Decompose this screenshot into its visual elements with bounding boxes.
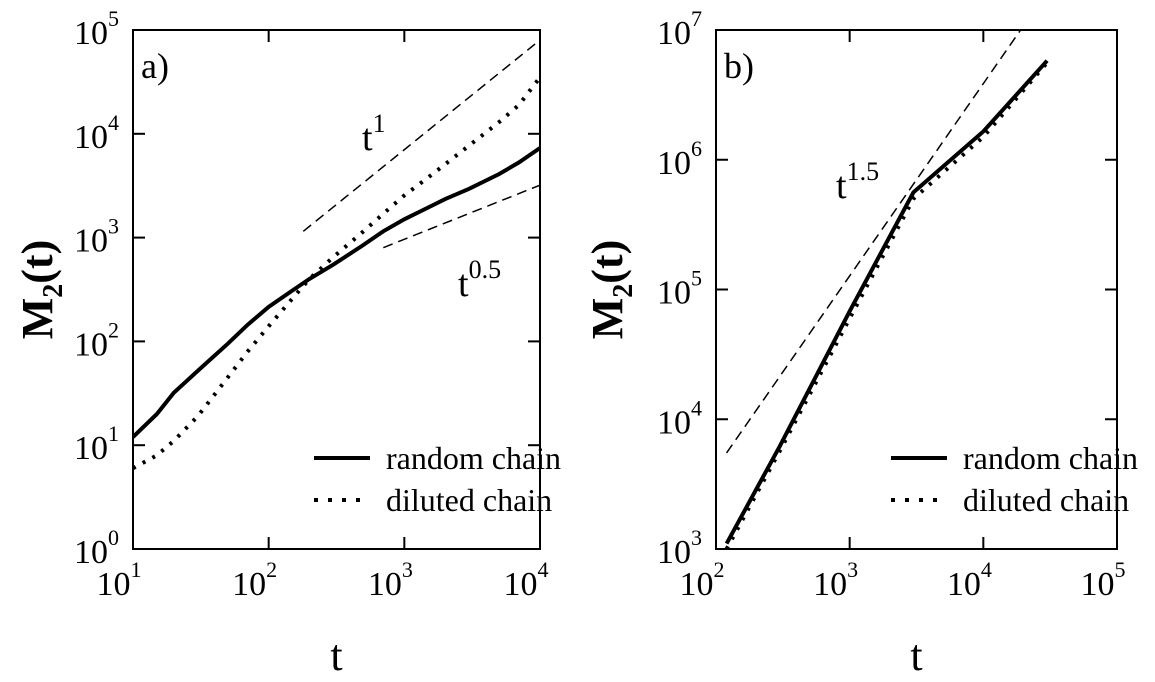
y-tick-label-exponent: 4 bbox=[691, 395, 702, 420]
panel-label: a) bbox=[141, 46, 169, 86]
x-tick-label-base: 10 bbox=[1081, 566, 1115, 603]
y-tick-label: 105 bbox=[657, 266, 702, 312]
x-axis-title: t bbox=[910, 631, 922, 680]
x-tick-label: 105 bbox=[1081, 557, 1126, 603]
guide-line-0.5 bbox=[383, 184, 540, 249]
y-tick-label-exponent: 0 bbox=[108, 525, 119, 550]
y-tick-label-exponent: 5 bbox=[691, 266, 702, 291]
x-tick-label-exponent: 1 bbox=[131, 557, 142, 582]
y-tick-label-exponent: 3 bbox=[691, 525, 702, 550]
y-tick-label-base: 10 bbox=[657, 275, 691, 312]
x-tick-label-exponent: 4 bbox=[981, 557, 992, 582]
y-tick-label: 102 bbox=[74, 317, 119, 363]
guide-annotation-exponent: 0.5 bbox=[469, 255, 502, 284]
y-tick-label-base: 10 bbox=[657, 534, 691, 571]
y-axis-title: M2(t) bbox=[13, 240, 69, 340]
y-tick-label: 101 bbox=[74, 421, 119, 467]
y-tick-label-exponent: 5 bbox=[108, 6, 119, 31]
y-tick-label-base: 10 bbox=[74, 223, 108, 260]
y-tick-label: 103 bbox=[657, 525, 702, 571]
guide-line-1.5 bbox=[725, 30, 1022, 454]
guide-annotation-base: t bbox=[836, 165, 847, 207]
x-tick-label: 101 bbox=[97, 557, 142, 603]
y-tick-label-exponent: 2 bbox=[108, 317, 119, 342]
y-tick-label: 105 bbox=[74, 6, 119, 52]
x-tick-label-exponent: 3 bbox=[402, 557, 413, 582]
series-line-random-chain bbox=[133, 146, 540, 439]
legend-label-random-chain: random chain bbox=[386, 440, 561, 476]
series-line-random-chain bbox=[724, 59, 1049, 545]
y-tick-label: 106 bbox=[657, 136, 702, 182]
plot-frame bbox=[132, 29, 541, 550]
x-tick-label-exponent: 2 bbox=[266, 557, 277, 582]
y-tick-label-base: 10 bbox=[657, 145, 691, 182]
y-tick-label: 104 bbox=[74, 110, 119, 156]
guide-annotation: t1 bbox=[362, 109, 386, 159]
x-tick-label: 103 bbox=[368, 557, 413, 603]
y-axis-title: M2(t) bbox=[583, 240, 639, 340]
y-axis-title-suffix: (t) bbox=[583, 240, 632, 284]
y-tick-label-base: 10 bbox=[74, 119, 108, 156]
guide-annotation: t1.5 bbox=[836, 157, 879, 207]
y-tick-label-exponent: 7 bbox=[691, 6, 702, 31]
legend-label-diluted-chain: diluted chain bbox=[386, 482, 552, 518]
x-tick-label-base: 10 bbox=[947, 566, 981, 603]
y-tick-label-base: 10 bbox=[74, 15, 108, 52]
y-tick-label: 103 bbox=[74, 214, 119, 260]
y-tick-label-base: 10 bbox=[74, 430, 108, 467]
panel-label: b) bbox=[724, 46, 754, 86]
y-axis-title-sub: 2 bbox=[608, 284, 639, 298]
y-tick-label-exponent: 3 bbox=[108, 214, 119, 239]
x-tick-label-exponent: 5 bbox=[1115, 557, 1126, 582]
x-tick-label-base: 10 bbox=[97, 566, 131, 603]
y-axis-title-main: M bbox=[583, 298, 632, 340]
y-axis-title-suffix: (t) bbox=[13, 240, 62, 284]
y-tick-label-base: 10 bbox=[74, 534, 108, 571]
x-tick-label-base: 10 bbox=[368, 566, 402, 603]
legend-label-diluted-chain: diluted chain bbox=[963, 482, 1129, 518]
x-tick-label: 104 bbox=[504, 557, 549, 603]
y-axis-title-sub: 2 bbox=[38, 284, 69, 298]
y-tick-label: 100 bbox=[74, 525, 119, 571]
guide-annotation: t0.5 bbox=[458, 255, 501, 305]
x-tick-label-base: 10 bbox=[504, 566, 538, 603]
y-tick-label-exponent: 1 bbox=[108, 421, 119, 446]
y-tick-label: 107 bbox=[657, 6, 702, 52]
y-tick-label-base: 10 bbox=[657, 404, 691, 441]
legend-label-random-chain: random chain bbox=[963, 440, 1138, 476]
x-tick-label: 102 bbox=[232, 557, 277, 603]
x-axis-title: t bbox=[330, 631, 342, 680]
y-tick-label-base: 10 bbox=[657, 15, 691, 52]
panel-a: 101 102 103 104100101102103104105tM2(t)a)t1… bbox=[13, 6, 561, 680]
panel-b: 102 103 104 105103104105106107tM2(t)b)t1.5r… bbox=[583, 6, 1138, 680]
y-tick-label-base: 10 bbox=[74, 326, 108, 363]
x-tick-label-exponent: 4 bbox=[538, 557, 549, 582]
guide-annotation-exponent: 1.5 bbox=[847, 157, 880, 186]
guide-annotation-base: t bbox=[458, 263, 469, 305]
x-tick-label: 103 bbox=[813, 557, 858, 603]
y-tick-label: 104 bbox=[657, 395, 702, 441]
series-line-diluted-chain bbox=[724, 61, 1049, 549]
x-tick-label-base: 10 bbox=[680, 566, 714, 603]
y-tick-label-exponent: 6 bbox=[691, 136, 702, 161]
x-tick-label-base: 10 bbox=[813, 566, 847, 603]
guide-annotation-base: t bbox=[362, 117, 373, 159]
y-tick-label-exponent: 4 bbox=[108, 110, 119, 135]
x-tick-label-exponent: 3 bbox=[847, 557, 858, 582]
y-axis-title-main: M bbox=[13, 298, 62, 340]
guide-annotation-exponent: 1 bbox=[373, 109, 386, 138]
guide-line-1 bbox=[302, 39, 540, 232]
x-tick-label-exponent: 2 bbox=[714, 557, 725, 582]
x-tick-label: 104 bbox=[947, 557, 992, 603]
x-tick-label: 102 bbox=[680, 557, 725, 603]
x-tick-label-base: 10 bbox=[232, 566, 266, 603]
